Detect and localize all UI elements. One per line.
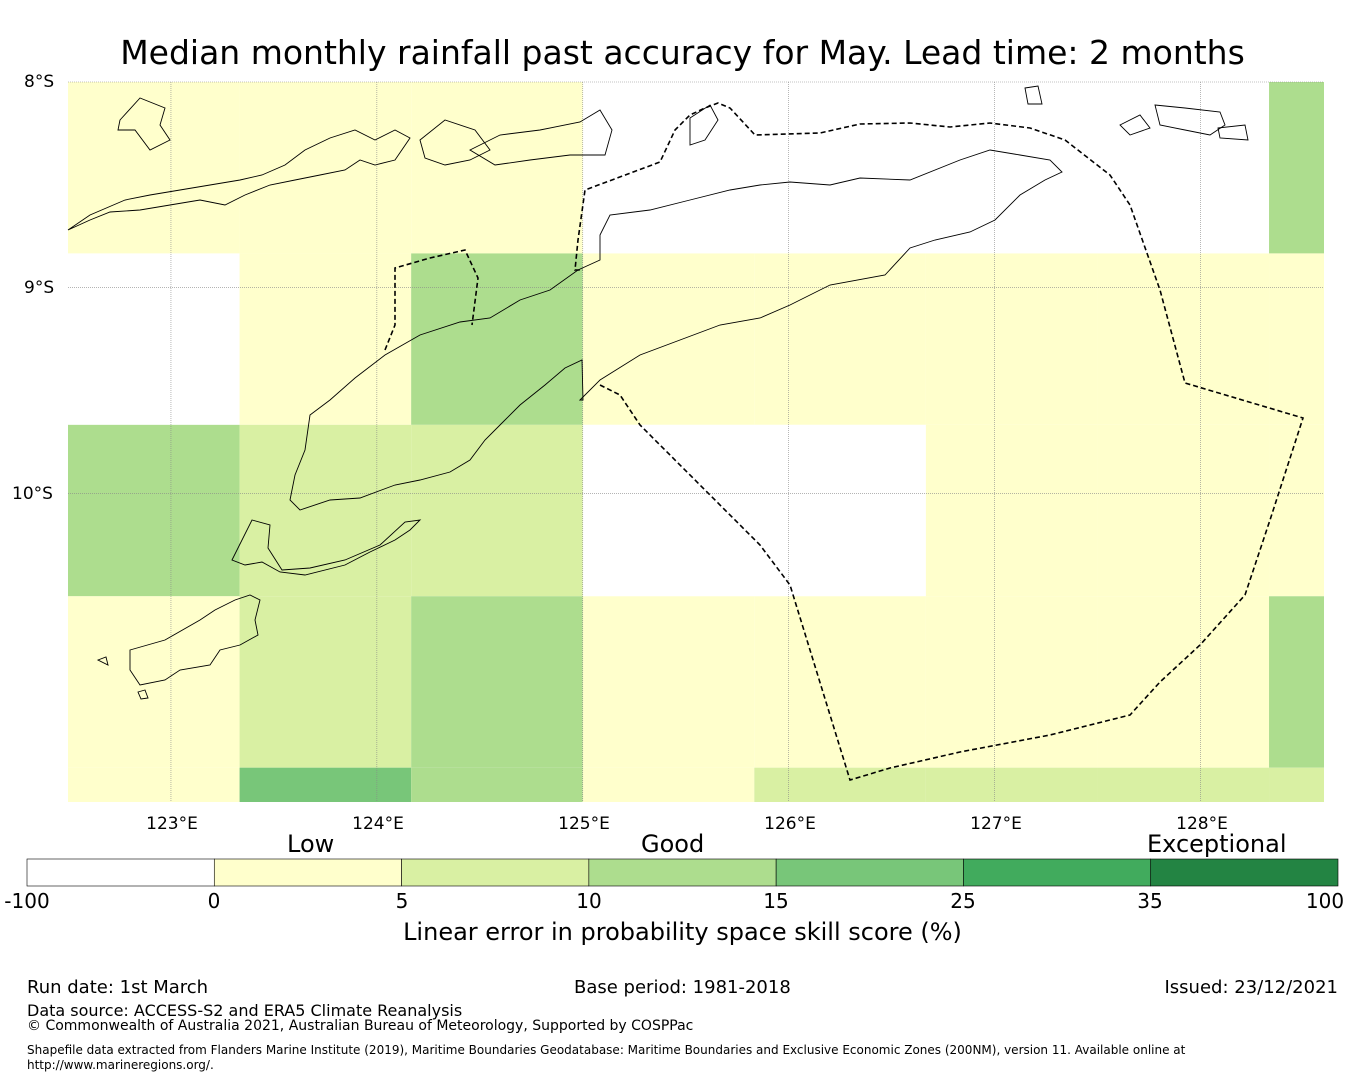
coastline-wetar: [469, 109, 613, 166]
lon-label-123e: 123°E: [146, 814, 198, 834]
skill-cell: [239, 596, 412, 768]
skill-cell: [68, 82, 240, 254]
skill-cell: [1269, 767, 1324, 802]
skill-cell: [582, 767, 755, 802]
lat-label-8s: 8°S: [24, 72, 55, 92]
lon-label-128e: 128°E: [1176, 814, 1228, 834]
skill-cell: [754, 253, 926, 425]
skill-cell: [1097, 596, 1270, 768]
skill-cell: [925, 424, 1098, 597]
skill-cell: [754, 767, 926, 802]
coastline-rote: [231, 519, 422, 576]
skill-cell: [411, 767, 583, 802]
colorbar-tick: 35: [1137, 889, 1163, 913]
skill-cell: [411, 596, 583, 768]
colorbar-segment: [1150, 858, 1339, 887]
skill-cell: [1097, 253, 1270, 425]
skill-cell: [925, 82, 1098, 254]
skill-cell: [1097, 767, 1270, 802]
category-good: Good: [641, 830, 705, 858]
skill-cell: [239, 424, 412, 597]
skill-cell: [411, 253, 583, 425]
lon-label-126e: 126°E: [764, 814, 816, 834]
base-period: Base period: 1981-2018: [574, 977, 791, 998]
colorbar-tick: 25: [950, 889, 976, 913]
skill-cell: [1269, 253, 1324, 425]
coastline-island-c: [1024, 85, 1043, 105]
coastline-flores: [67, 129, 411, 231]
chart-title: Median monthly rainfall past accuracy fo…: [120, 33, 1245, 72]
eez-oecusse: [384, 249, 479, 351]
shapefile-credit-line2: http://www.marineregions.org/.: [27, 1058, 214, 1072]
coastline-island-e: [1154, 104, 1226, 136]
colorbar-segment: [963, 858, 1152, 887]
skill-cell: [1097, 424, 1270, 597]
run-date: Run date: 1st March: [27, 977, 209, 998]
lat-label-10s: 10°S: [12, 484, 53, 504]
colorbar: [26, 858, 1339, 887]
skill-cell: [1269, 424, 1324, 597]
coastline-timor: [289, 149, 1063, 511]
skill-cell: [582, 596, 755, 768]
skill-cell: [68, 767, 240, 802]
skill-cell: [411, 424, 583, 597]
skill-cell: [68, 253, 240, 425]
skill-cell: [1097, 82, 1270, 254]
skill-cell: [582, 253, 755, 425]
colorbar-segment: [213, 858, 402, 887]
coastline-island-a: [117, 97, 171, 151]
issued-date: Issued: 23/12/2021: [1164, 977, 1338, 998]
colorbar-segment: [588, 858, 777, 887]
colorbar-tick: 15: [763, 889, 789, 913]
coastline-sawu: [129, 594, 261, 686]
colorbar-tick: 5: [395, 889, 409, 913]
skill-cell: [925, 596, 1098, 768]
shapefile-credit-line1: Shapefile data extracted from Flanders M…: [27, 1043, 1186, 1057]
lat-label-9s: 9°S: [24, 278, 55, 298]
colorbar-tick: 100: [1305, 889, 1345, 913]
lon-label-125e: 125°E: [558, 814, 610, 834]
skill-cell: [925, 253, 1098, 425]
skill-cell: [411, 82, 583, 254]
lon-label-127e: 127°E: [970, 814, 1022, 834]
skill-cell: [582, 82, 755, 254]
colorbar-tick: 0: [207, 889, 221, 913]
colorbar-tick: -100: [4, 889, 50, 913]
skill-cell: [68, 424, 240, 597]
skill-cell: [1269, 82, 1324, 254]
coastlines: [67, 85, 1249, 700]
coastline-islet-b: [137, 689, 149, 700]
skill-cell: [239, 82, 412, 254]
skill-cell: [925, 767, 1098, 802]
category-exceptional: Exceptional: [1147, 830, 1287, 858]
skill-cell: [754, 82, 926, 254]
skill-cell: [754, 596, 926, 768]
coastline-island-d: [1119, 114, 1151, 136]
colorbar-tick: 10: [576, 889, 602, 913]
skill-cell: [754, 424, 926, 597]
colorbar-segment: [401, 858, 590, 887]
coastline-islet-a: [96, 656, 109, 666]
colorbar-segment: [26, 858, 215, 887]
skill-cell: [1269, 596, 1324, 768]
eez-boundary: [384, 102, 1305, 781]
colorbar-segment: [775, 858, 964, 887]
coastline-island-f: [1217, 124, 1249, 141]
skill-cell: [239, 767, 412, 802]
coastline-island-b: [419, 119, 491, 166]
copyright: © Commonwealth of Australia 2021, Austra…: [27, 1018, 694, 1034]
graticule: [68, 81, 1324, 802]
colorbar-title: Linear error in probability space skill …: [403, 918, 962, 946]
eez-timor-leste: [574, 102, 1305, 781]
category-low: Low: [287, 830, 335, 858]
skill-grid: [68, 82, 1324, 802]
lon-label-124e: 124°E: [352, 814, 404, 834]
skill-cell: [239, 253, 412, 425]
data-source: Data source: ACCESS-S2 and ERA5 Climate …: [27, 1001, 463, 1020]
skill-cell: [582, 424, 755, 597]
